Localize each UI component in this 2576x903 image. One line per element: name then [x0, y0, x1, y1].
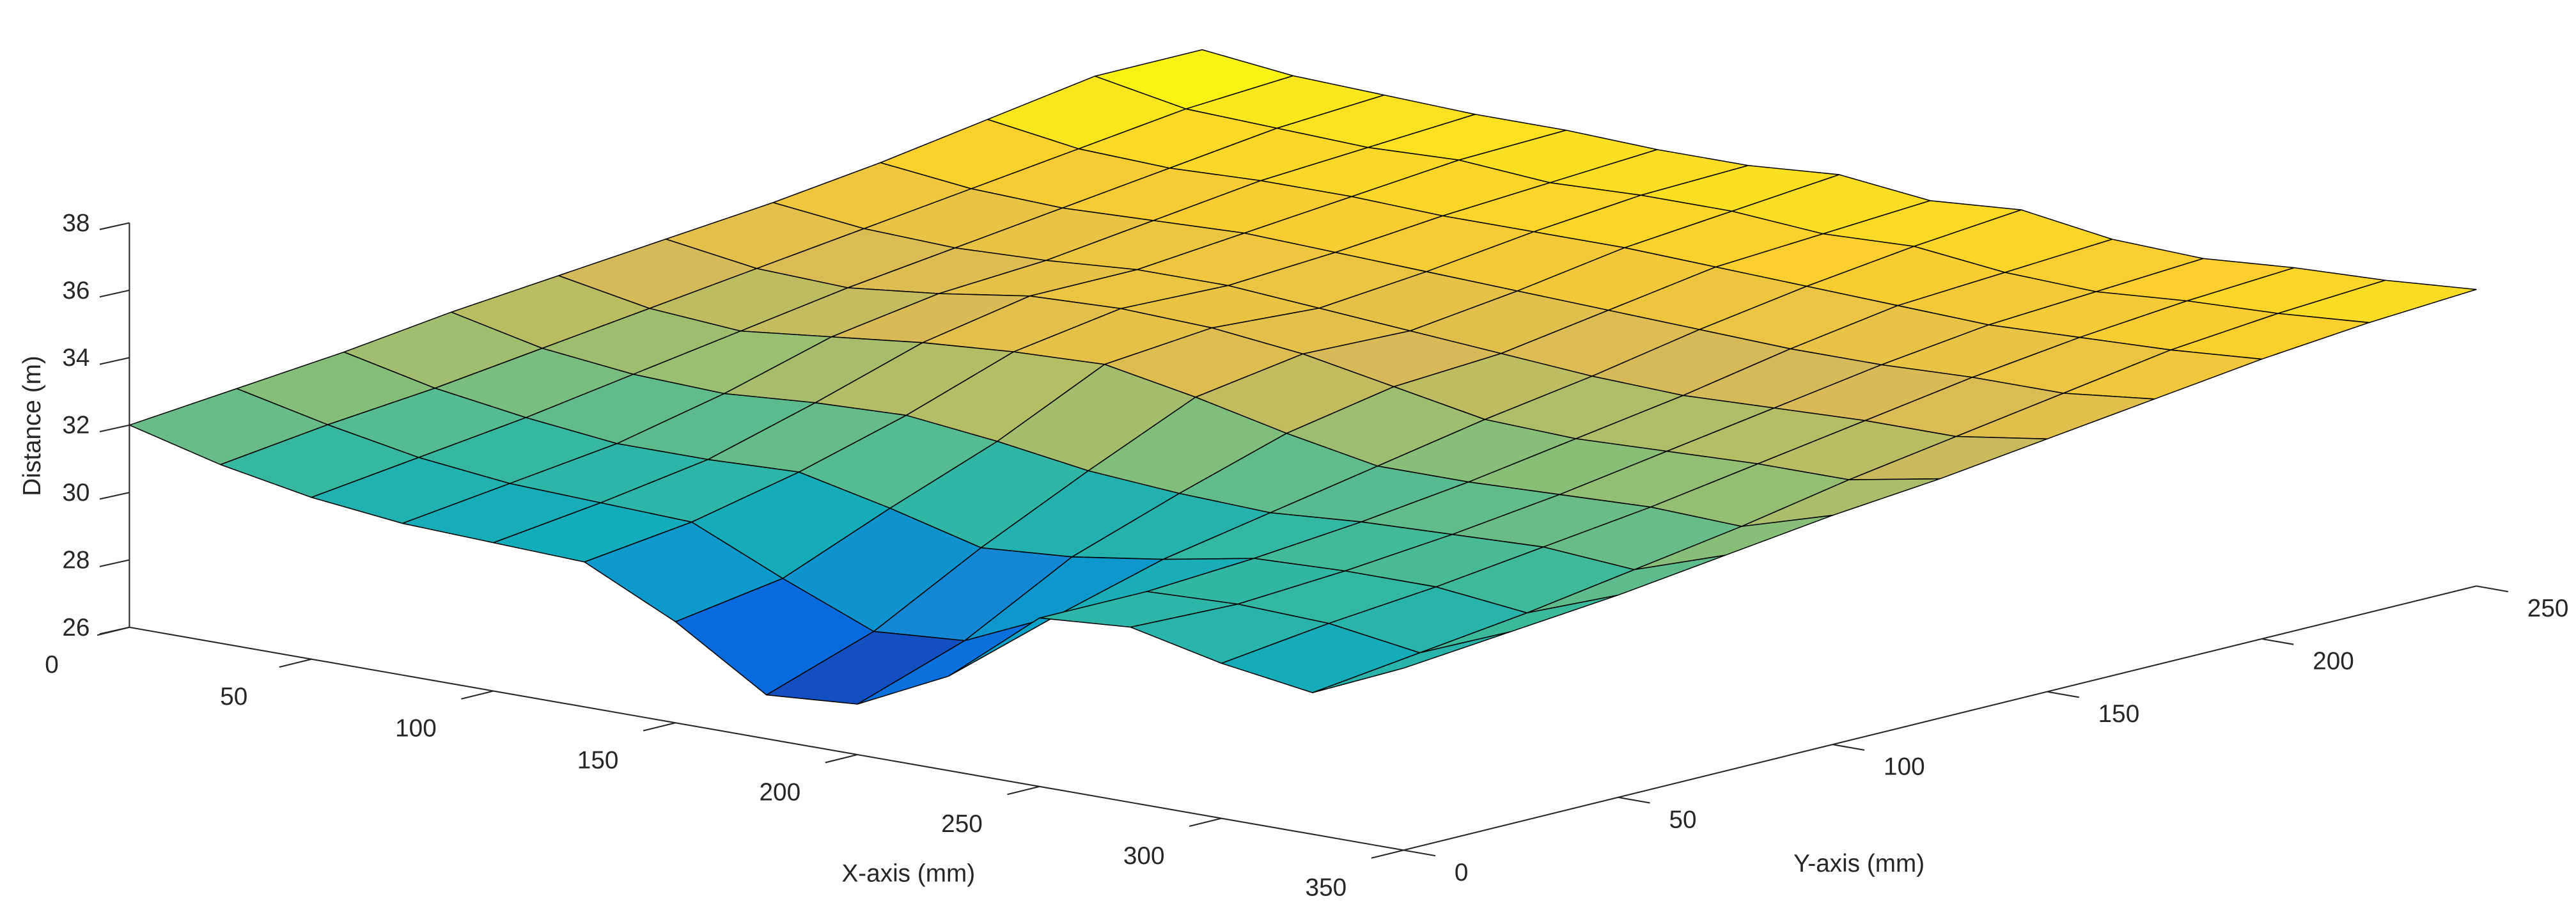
z-tick — [99, 559, 130, 567]
y-tick — [1832, 744, 1865, 751]
z-tick — [99, 626, 130, 635]
z-tick — [99, 424, 130, 433]
x-tick-label: 300 — [1123, 842, 1165, 870]
surface — [129, 49, 2477, 705]
x-tick — [825, 754, 858, 764]
x-tick-label: 150 — [577, 747, 619, 774]
z-tick-label: 32 — [62, 412, 90, 439]
y-axis-line — [1403, 585, 2477, 851]
z-tick-label: 28 — [62, 546, 90, 574]
x-tick-label: 50 — [220, 683, 247, 711]
x-tick-label: 350 — [1306, 874, 1347, 902]
z-tick-label: 34 — [62, 344, 90, 372]
z-tick-label: 30 — [62, 479, 90, 506]
x-tick — [643, 722, 676, 732]
x-tick-label: 200 — [760, 778, 801, 806]
y-tick-label: 50 — [1669, 806, 1696, 833]
z-tick-label: 38 — [62, 209, 90, 237]
x-tick-label: 100 — [395, 715, 437, 742]
z-tick — [99, 357, 130, 365]
y-tick-label: 250 — [2527, 595, 2569, 622]
z-tick — [99, 222, 130, 230]
z-axis-title: Distance (m) — [19, 356, 46, 496]
y-tick-label: 150 — [2098, 700, 2140, 728]
axes: 0 50 100 150 200 250 300 350 0 50 100 150 200 250 26 28… — [45, 209, 2568, 901]
x-axis-title: X-axis (mm) — [841, 860, 975, 887]
y-tick — [1618, 796, 1650, 804]
z-tick-label: 26 — [62, 614, 90, 641]
x-tick — [461, 690, 494, 700]
z-tick — [99, 289, 130, 298]
x-tick-label: 0 — [45, 651, 59, 679]
x-tick — [1189, 817, 1222, 828]
y-tick — [2476, 585, 2509, 593]
surface-patch — [1312, 631, 1511, 693]
x-tick-label: 250 — [941, 810, 983, 838]
x-tick — [1371, 849, 1404, 859]
y-tick — [1403, 849, 1436, 857]
x-axis-line — [129, 626, 1404, 851]
y-tick-label: 0 — [1455, 859, 1469, 886]
z-tick-label: 36 — [62, 277, 90, 304]
y-tick — [2047, 691, 2079, 698]
y-axis-title: Y-axis (mm) — [1793, 850, 1924, 877]
z-tick — [99, 492, 130, 500]
y-tick-label: 200 — [2313, 647, 2354, 675]
x-tick — [279, 658, 312, 668]
y-tick — [2261, 638, 2294, 645]
y-tick-label: 100 — [1884, 753, 1925, 781]
x-tick — [1007, 785, 1040, 796]
